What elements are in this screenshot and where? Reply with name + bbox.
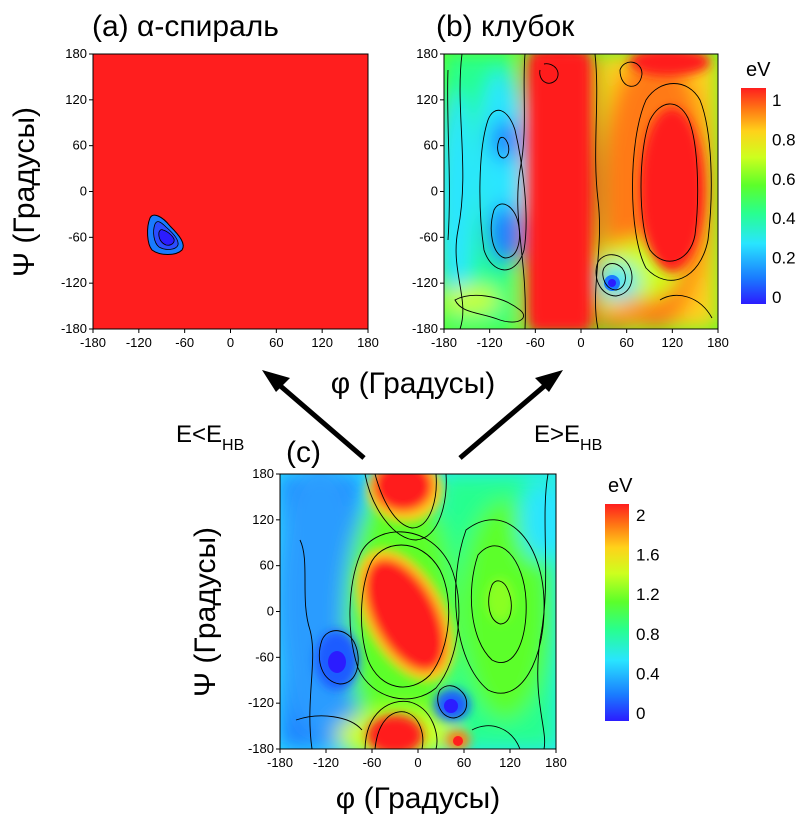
panel-b-ytick-label: 120 [416, 92, 438, 107]
panel-c-ylabel: Ψ (Градусы) [189, 527, 222, 697]
panel-a-ytick-label: 0 [80, 184, 87, 199]
top-xlabel: φ (Градусы) [331, 367, 495, 400]
panel-c-xtick-label: -180 [267, 755, 293, 770]
panel-c-colorbar-labels: 2 1.6 1.2 0.8 0.4 0 [636, 506, 660, 723]
panel-b-xtick-label: -120 [477, 335, 503, 350]
colorbar-tick-label: 0.8 [772, 130, 796, 149]
colorbar-tick-label: 2 [636, 506, 645, 525]
panel-b-title: (b) клубок [436, 10, 575, 43]
panel-c-heatmap [280, 474, 556, 749]
panel-c-xtick-label: -60 [363, 755, 382, 770]
panel-a-xtick-label: -120 [126, 335, 152, 350]
colorbar-tick-label: 1 [772, 91, 781, 110]
panel-a-ytick-label: 60 [73, 138, 87, 153]
panel-a-ytick-label: 120 [65, 92, 87, 107]
panel-c-ytick-label: -180 [248, 741, 274, 756]
panel-a-ytick-label: -120 [61, 275, 87, 290]
panel-c-ytick-label: 120 [252, 512, 274, 527]
panel-c-xtick-label: 60 [457, 755, 471, 770]
panel-a-xtick-label: 180 [357, 335, 379, 350]
panel-c-colorbar-title: eV [608, 475, 633, 497]
panel-c-ytick-label: 0 [267, 604, 274, 619]
panel-b-ticks: -180 -120 -60 0 60 120 180 180 120 60 0 -60 -120 -180 [412, 46, 729, 350]
panel-a-ytick-label: 180 [65, 46, 87, 61]
panel-a-xtick-label: 0 [227, 335, 234, 350]
label-e-gt-ehb-sub: HB [580, 437, 602, 454]
arrow-left [262, 370, 366, 460]
panel-b-xtick-label: 0 [577, 335, 584, 350]
panel-a-xtick-label: 120 [311, 335, 333, 350]
panel-a-heatmap [93, 54, 368, 329]
colorbar-tick-label: 0.4 [636, 664, 660, 683]
label-e-lt-ehb-main: E<E [176, 421, 222, 448]
panel-c: (c) [189, 436, 660, 815]
arrow-right [458, 370, 563, 460]
panel-b-xtick-label: 120 [661, 335, 683, 350]
panel-c-ytick-label: 60 [260, 558, 274, 573]
label-e-lt-ehb-sub: HB [222, 437, 244, 454]
colorbar-tick-label: 0.8 [636, 625, 660, 644]
panel-b-xtick-label: 180 [707, 335, 729, 350]
panel-a-ytick-label: -180 [61, 321, 87, 336]
label-e-gt-ehb-main: E>E [534, 421, 580, 448]
panel-b-colorbar [741, 88, 766, 304]
label-e-lt-ehb: E<EHB [176, 421, 244, 454]
panel-c-ytick-label: -120 [248, 695, 274, 710]
panel-c-xlabel: φ (Градусы) [336, 782, 500, 815]
panel-b-xtick-label: 60 [619, 335, 633, 350]
panel-c-ytick-label: -60 [255, 649, 274, 664]
panel-a-minimum [147, 214, 184, 255]
panel-a-xtick-label: -180 [80, 335, 106, 350]
panel-b: (b) клубок [412, 10, 796, 350]
panel-c-ytick-label: 180 [252, 466, 274, 481]
panel-b-xtick-label: -60 [526, 335, 545, 350]
panel-a-ytick-label: -60 [68, 229, 87, 244]
panel-c-xtick-label: 180 [545, 755, 567, 770]
panel-b-xtick-label: -180 [431, 335, 457, 350]
panel-b-ytick-label: -120 [412, 275, 438, 290]
panel-c-colorbar [605, 504, 629, 721]
panel-a-xtick-label: 60 [269, 335, 283, 350]
colorbar-tick-label: 0.6 [772, 170, 796, 189]
panel-a-ticks: -180 -120 -60 0 60 120 180 180 120 60 0 -60 -120 -180 [61, 46, 379, 350]
panel-b-colorbar-title: eV [746, 59, 771, 81]
panel-c-ticks: -180 -120 -60 0 60 120 180 180 120 60 0 -60 -120 -180 [248, 466, 567, 770]
panel-b-ytick-label: -180 [412, 321, 438, 336]
panel-b-ytick-label: -60 [419, 229, 438, 244]
panel-a: (a) α-спираль Ψ (Градусы) -180 -120 -60 0 60… [8, 10, 379, 350]
colorbar-tick-label: 0 [772, 288, 781, 307]
panel-a-title: (a) α-спираль [92, 10, 279, 43]
colorbar-tick-label: 0.2 [772, 249, 796, 268]
colorbar-tick-label: 0 [636, 704, 645, 723]
label-e-gt-ehb: E>EHB [534, 421, 602, 454]
panel-b-colorbar-labels: 1 0.8 0.6 0.4 0.2 0 [772, 91, 796, 307]
panel-b-heatmap [444, 54, 718, 329]
panel-c-title: (c) [286, 436, 321, 469]
colorbar-tick-label: 1.2 [636, 585, 660, 604]
colorbar-tick-label: 0.4 [772, 209, 796, 228]
panel-a-xtick-label: -60 [175, 335, 194, 350]
panel-c-xtick-label: -120 [313, 755, 339, 770]
panel-b-ytick-label: 60 [424, 138, 438, 153]
colorbar-tick-label: 1.6 [636, 546, 660, 565]
panel-c-xtick-label: 0 [414, 755, 421, 770]
panel-b-ytick-label: 180 [416, 46, 438, 61]
panel-b-ytick-label: 0 [431, 184, 438, 199]
panel-c-xtick-label: 120 [499, 755, 521, 770]
panel-a-ylabel: Ψ (Градусы) [8, 107, 41, 277]
